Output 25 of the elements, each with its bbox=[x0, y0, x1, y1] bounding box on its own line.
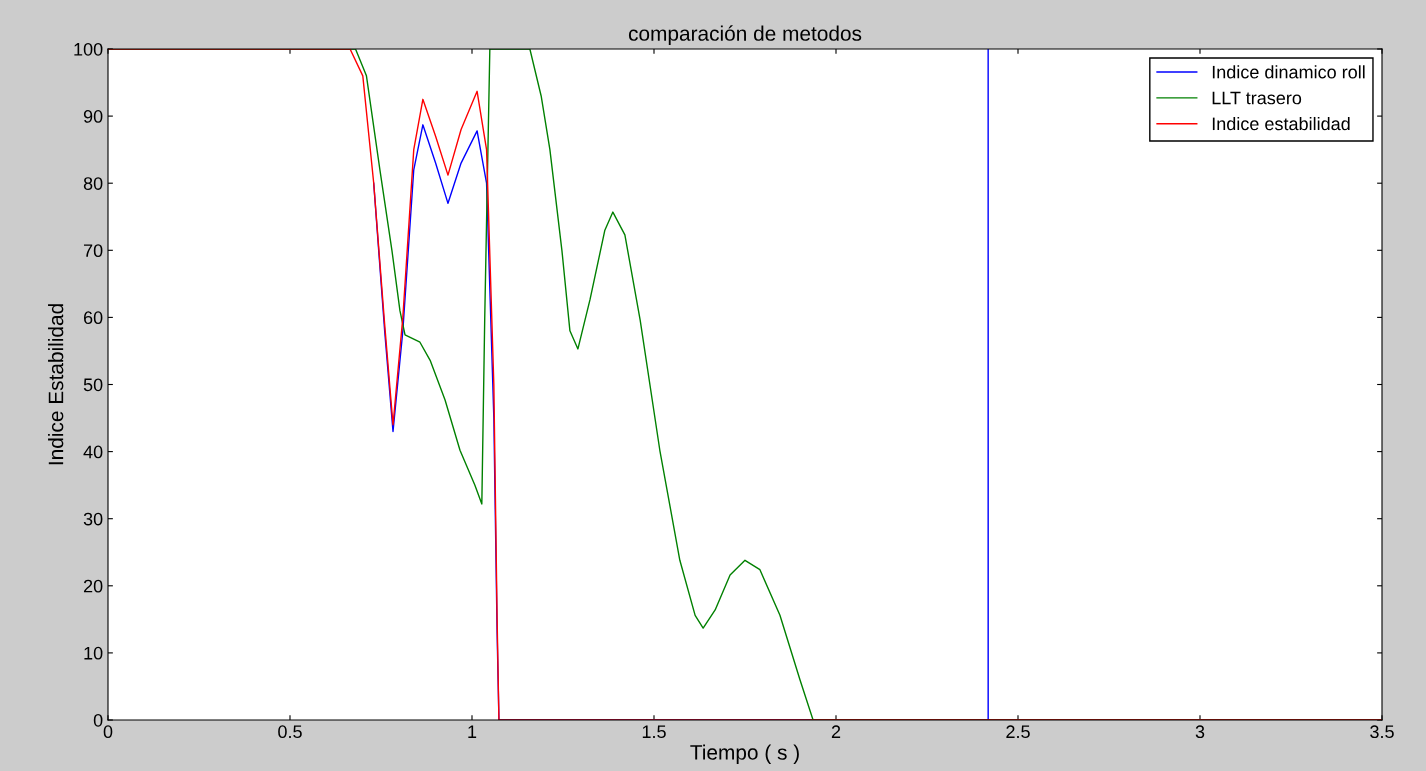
y-tick-label: 50 bbox=[83, 378, 103, 392]
y-tick-label: 40 bbox=[83, 445, 103, 459]
legend-label: Indice dinamico roll bbox=[1212, 65, 1365, 79]
y-tick-label: 60 bbox=[83, 311, 103, 325]
x-axis-title: Tiempo ( s ) bbox=[690, 744, 799, 764]
y-tick-label: 30 bbox=[83, 512, 103, 526]
x-tick-label: 2 bbox=[831, 725, 841, 738]
y-tick-label: 90 bbox=[83, 110, 103, 123]
x-tick-label: 0.5 bbox=[278, 725, 302, 739]
y-tick-label: 20 bbox=[83, 579, 103, 593]
y-tick-label: 0 bbox=[93, 713, 103, 727]
y-tick-label: 10 bbox=[84, 646, 103, 660]
y-tick-label: 70 bbox=[83, 244, 103, 258]
chart-title: comparación de metodos bbox=[628, 25, 862, 45]
x-tick-label: 2.5 bbox=[1006, 725, 1030, 739]
x-tick-label: 3 bbox=[1195, 725, 1205, 739]
y-tick-label: 80 bbox=[83, 177, 103, 190]
x-tick-label: 0 bbox=[103, 725, 113, 739]
legend-label: LLT trasero bbox=[1212, 91, 1302, 105]
y-tick-label: 100 bbox=[74, 42, 103, 56]
x-tick-label: 1.5 bbox=[642, 725, 666, 739]
x-tick-label: 1 bbox=[468, 725, 477, 738]
x-tick-label: 3.5 bbox=[1370, 725, 1394, 739]
legend-label: Indice estabilidad bbox=[1212, 116, 1350, 131]
y-axis-title: Indice Estabilidad bbox=[48, 304, 64, 465]
